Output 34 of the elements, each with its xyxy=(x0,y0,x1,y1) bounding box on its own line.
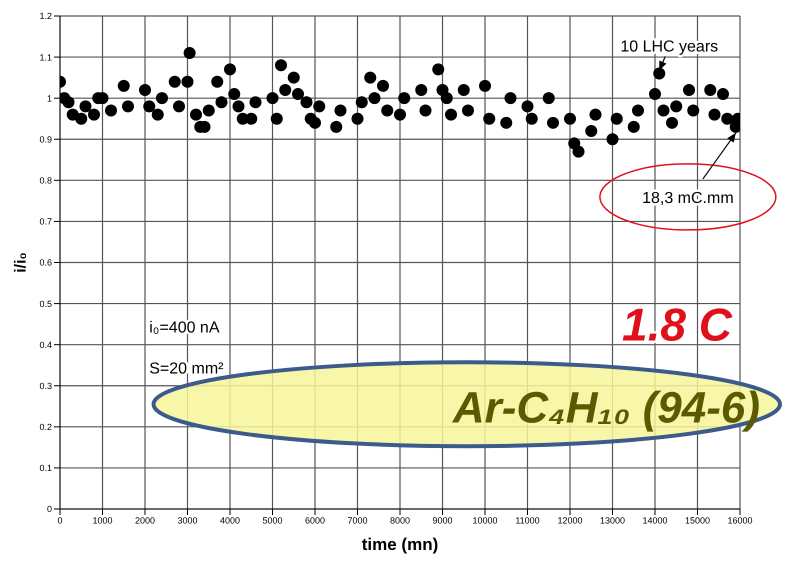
y-tick-label: 0.4 xyxy=(39,340,52,350)
x-tick-label: 16000 xyxy=(727,515,753,526)
x-tick-label: 7000 xyxy=(347,515,368,526)
x-tick-label: 5000 xyxy=(262,515,283,526)
y-tick-label: 0.3 xyxy=(39,380,52,391)
annotation: Ar-C₄H₁₀ (94-6) xyxy=(452,384,760,433)
annotation: S=20 mm² xyxy=(149,360,224,378)
y-tick-label: 0.8 xyxy=(39,176,52,186)
y-tick-label: 0.5 xyxy=(39,298,52,309)
x-tick-label: 9000 xyxy=(432,515,453,526)
y-tick-label: 0.1 xyxy=(39,463,52,474)
x-tick-label: 3000 xyxy=(177,515,198,526)
x-tick-label: 8000 xyxy=(390,515,410,526)
x-tick-label: 6000 xyxy=(304,515,326,526)
x-tick-label: 4000 xyxy=(220,515,240,526)
x-tick-label: 11000 xyxy=(515,515,540,526)
x-tick-label: 2000 xyxy=(134,515,156,526)
y-tick-label: 1.2 xyxy=(39,11,52,22)
y-axis-title: i/i₀ xyxy=(12,252,30,273)
x-tick-label: 1000 xyxy=(92,515,113,526)
y-tick-label: 0.9 xyxy=(39,134,52,144)
y-tick-label: 1.1 xyxy=(39,52,52,62)
y-tick-label: 0 xyxy=(46,504,52,514)
x-tick-label: 13000 xyxy=(600,515,626,526)
x-tick-label: 10000 xyxy=(472,515,498,526)
x-axis-title: time (mn) xyxy=(362,535,438,554)
y-tick-label: 0.7 xyxy=(39,216,52,227)
y-tick-label: 0.6 xyxy=(39,258,52,268)
x-tick-label: 14000 xyxy=(642,515,668,526)
x-tick-label: 12000 xyxy=(557,515,583,526)
y-tick-label: 1 xyxy=(46,93,52,104)
x-tick-label: 15000 xyxy=(684,515,710,526)
y-tick-label: 0.2 xyxy=(39,422,52,432)
x-tick-label: 0 xyxy=(57,515,63,526)
